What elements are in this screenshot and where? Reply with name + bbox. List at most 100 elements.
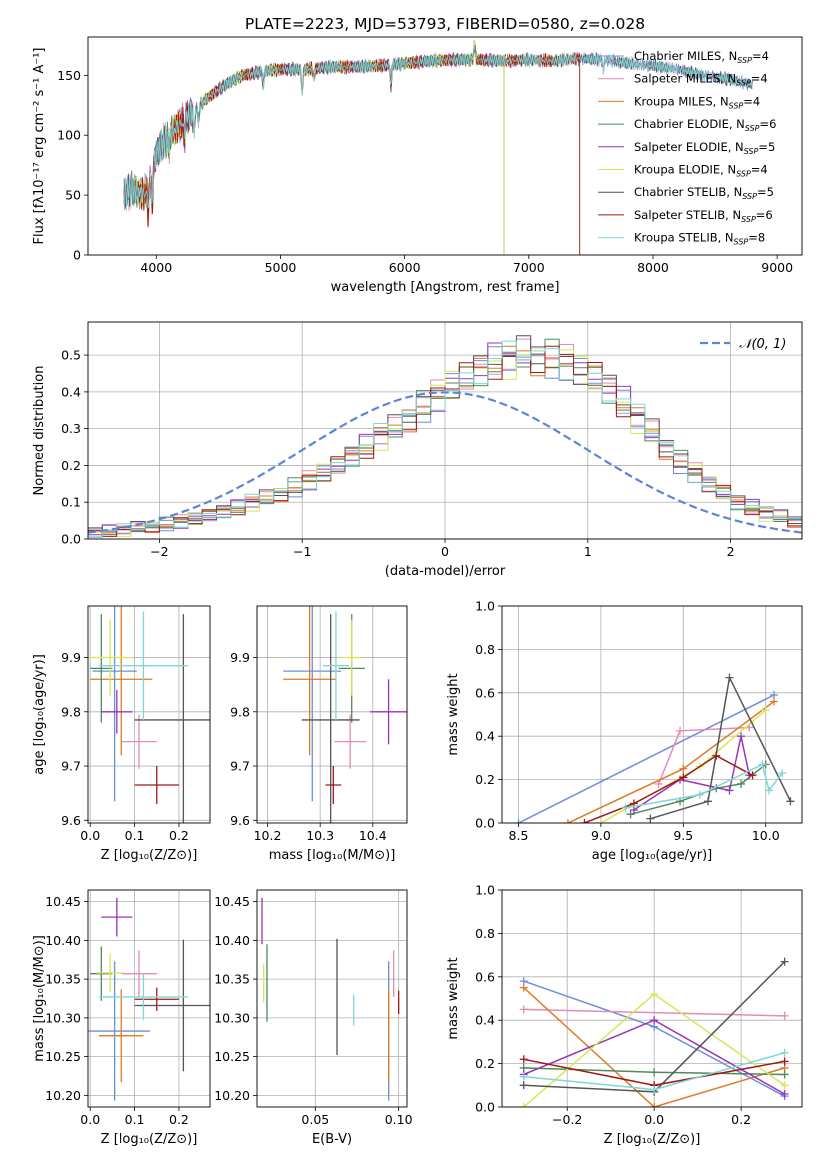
x-tick-label: 10.3 xyxy=(306,828,334,843)
x-tick-label: 10.0 xyxy=(752,828,780,843)
weight-marker xyxy=(519,1005,528,1014)
weight-marker xyxy=(679,764,688,773)
weight-line-salpeter_stelib xyxy=(519,1055,789,1090)
weight-marker xyxy=(769,697,778,706)
legend-sub: SSP xyxy=(729,101,744,110)
x-tick-label: 0.2 xyxy=(169,1112,189,1127)
weight-marker xyxy=(676,726,685,735)
y-axis-label: Normed distribution xyxy=(32,366,47,496)
errorbar-kroupa_miles xyxy=(283,606,336,756)
x-tick-label: 0.2 xyxy=(731,1112,751,1127)
plot-frame xyxy=(501,605,803,824)
weight-marker xyxy=(650,1103,659,1107)
weight-marker xyxy=(580,819,589,823)
errorbar-kroupa_stelib xyxy=(322,611,350,720)
weight-marker xyxy=(725,786,734,795)
weight-line-kroupa_elodie xyxy=(519,990,789,1107)
y-tick-label: 100 xyxy=(57,128,81,143)
weight-marker xyxy=(514,819,523,823)
weight-marker xyxy=(780,1048,789,1057)
x-axis-label: wavelength [Angstrom, rest frame] xyxy=(331,280,560,295)
weight-marker xyxy=(621,803,630,812)
x-tick-label: 10.2 xyxy=(254,828,282,843)
weight-line-chabrier_stelib xyxy=(646,673,795,823)
axes-mass_vs_age: 10.2 10.3 10.4 9.6 9.7 9.8 9.9 mass [log₁₀(M/M⊙… xyxy=(230,605,408,863)
legend-label-salpeter_stelib: Salpeter STELIB, NSSP=6 xyxy=(634,208,773,224)
y-tick-label: 10.35 xyxy=(214,972,250,987)
axes-residuals: −2 −1 0 1 2 0.0 0.1 0.2 0.3 0.4 0.5 (data-model)/er… xyxy=(32,321,803,579)
x-axis-label: E(B-V) xyxy=(312,1132,352,1147)
spectrum-line-kroupa_stelib xyxy=(123,45,753,212)
plot-frame xyxy=(256,889,408,1108)
x-tick-label: 0.05 xyxy=(301,1112,329,1127)
x-tick-label: 0.1 xyxy=(125,1112,145,1127)
weight-marker xyxy=(654,779,663,788)
errorbar-salpeter_stelib xyxy=(134,766,179,805)
legend-value: =4 xyxy=(751,163,768,177)
legend-text: Salpeter MILES, N xyxy=(634,72,736,86)
weight-line-chabrier_miles xyxy=(514,690,778,823)
weight-path xyxy=(625,763,783,809)
weight-marker xyxy=(519,983,528,992)
y-tick-label: 9.8 xyxy=(61,704,81,719)
errorbar-kroupa_stelib xyxy=(99,611,188,720)
legend-value: =8 xyxy=(748,231,765,245)
weight-marker xyxy=(650,990,659,999)
y-tick-label: 0.8 xyxy=(475,926,495,941)
y-tick-label: 10.40 xyxy=(214,933,250,948)
plot-frame xyxy=(87,889,211,1108)
legend-label-chabrier_elodie: Chabrier ELODIE, NSSP=6 xyxy=(634,117,776,133)
weight-marker xyxy=(786,797,795,806)
y-tick-label: 0.6 xyxy=(475,685,495,700)
errorbar-chabrier_miles xyxy=(283,606,342,802)
legend-sub: SSP xyxy=(741,215,756,224)
x-tick-label: 8.5 xyxy=(509,828,529,843)
errorbar-salpeter_miles xyxy=(121,950,157,997)
weight-marker xyxy=(778,769,787,778)
x-tick-label: 0.10 xyxy=(385,1112,413,1127)
weight-line-kroupa_stelib xyxy=(621,760,787,812)
x-tick-label: 0.0 xyxy=(80,828,100,843)
weight-marker xyxy=(626,810,635,819)
x-tick-label: 9.5 xyxy=(673,828,693,843)
y-tick-label: 9.9 xyxy=(61,650,81,665)
weight-line-salpeter_elodie xyxy=(629,732,754,814)
weight-marker xyxy=(780,1011,789,1020)
y-tick-label: 0.2 xyxy=(475,1056,495,1071)
x-tick-label: 0.2 xyxy=(169,828,189,843)
weight-path xyxy=(523,1008,785,1017)
errorbar-chabrier_stelib xyxy=(134,614,210,823)
weight-marker xyxy=(563,819,572,823)
errorbar-chabrier_miles xyxy=(92,606,137,802)
axes-z_vs_age: 0.0 0.1 0.2 9.6 9.7 9.8 9.9 Z [log₁₀(Z/Z⊙)] age … xyxy=(32,605,211,863)
y-axis-label: mass [log₁₀(M/M⊙)] xyxy=(32,935,47,1062)
legend-text: Kroupa MILES, N xyxy=(634,94,729,108)
y-tick-label: 9.8 xyxy=(230,704,250,719)
errorbar-salpeter_elodie xyxy=(101,690,133,734)
errorbar-kroupa_elodie xyxy=(96,953,124,993)
y-tick-label: 9.6 xyxy=(61,813,81,828)
spectrum-line-kroupa_miles xyxy=(123,42,581,255)
errorbar-chabrier_miles xyxy=(88,961,151,1101)
x-tick-label: 1 xyxy=(584,544,592,559)
y-tick-label: 10.35 xyxy=(45,972,81,987)
legend-label-chabrier_stelib: Chabrier STELIB, NSSP=5 xyxy=(634,185,774,201)
spectrum-series xyxy=(123,40,753,255)
weight-path xyxy=(518,694,775,823)
x-axis-label: Z [log₁₀(Z/Z⊙)] xyxy=(604,1132,701,1147)
weight-line-kroupa_stelib xyxy=(519,1048,789,1094)
errorbar-salpeter_elodie xyxy=(370,679,407,745)
legend-label-salpeter_elodie: Salpeter ELODIE, NSSP=5 xyxy=(634,140,775,156)
weight-path xyxy=(650,675,792,820)
x-tick-label: 7000 xyxy=(513,260,545,275)
y-tick-label: 0.1 xyxy=(61,495,81,510)
y-tick-label: 10.40 xyxy=(45,933,81,948)
errorbar-series xyxy=(88,897,210,1101)
legend-label-salpeter_miles: Salpeter MILES, NSSP=4 xyxy=(634,72,768,88)
weight-marker xyxy=(737,779,746,788)
x-axis-label: (data-model)/error xyxy=(385,564,506,579)
legend-text: Chabrier ELODIE, N xyxy=(634,117,745,131)
y-tick-label: 10.20 xyxy=(214,1088,250,1103)
x-tick-label: 9.0 xyxy=(591,828,611,843)
weight-marker xyxy=(519,1055,528,1064)
